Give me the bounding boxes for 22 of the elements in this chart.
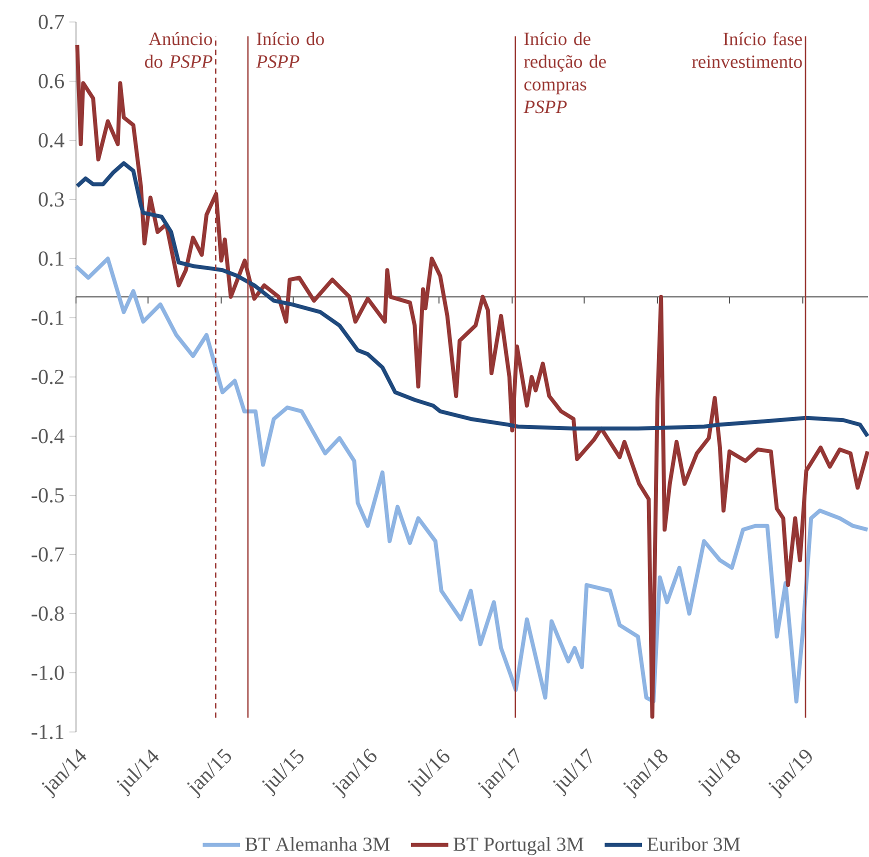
legend-label: Euribor 3M [647, 836, 740, 851]
ref-line-label: Início fase reinvestimento [692, 32, 802, 68]
y-tick-label: 0.4 [38, 133, 64, 148]
y-tick-label: -0.7 [32, 547, 64, 562]
y-tick-label: -1.0 [32, 666, 64, 680]
y-tick-label: -0.1 [32, 310, 64, 326]
y-tick-label: 0.7 [38, 14, 64, 30]
legend-label: BT Portugal 3M [454, 836, 584, 856]
y-tick-label: -1.1 [32, 724, 64, 740]
y-tick-label: 0.1 [38, 251, 64, 266]
line-series [74, 256, 869, 704]
y-tick-label: 0.3 [38, 192, 64, 207]
ref-line-label: Anúncio do PSPP [145, 32, 212, 68]
y-tick-label: 0.6 [38, 74, 64, 88]
y-tick-label: -0.4 [32, 428, 64, 444]
ref-line-label: Início de redução de compras PSPP [524, 32, 606, 114]
y-tick-label: -0.2 [32, 370, 64, 384]
ref-line-label: Início do PSPP [256, 32, 324, 68]
legend-label: BT Alemanha 3M [245, 836, 390, 851]
y-tick-label: -0.5 [32, 488, 64, 503]
line-series [75, 161, 869, 438]
y-tick-label: -0.8 [32, 606, 64, 621]
